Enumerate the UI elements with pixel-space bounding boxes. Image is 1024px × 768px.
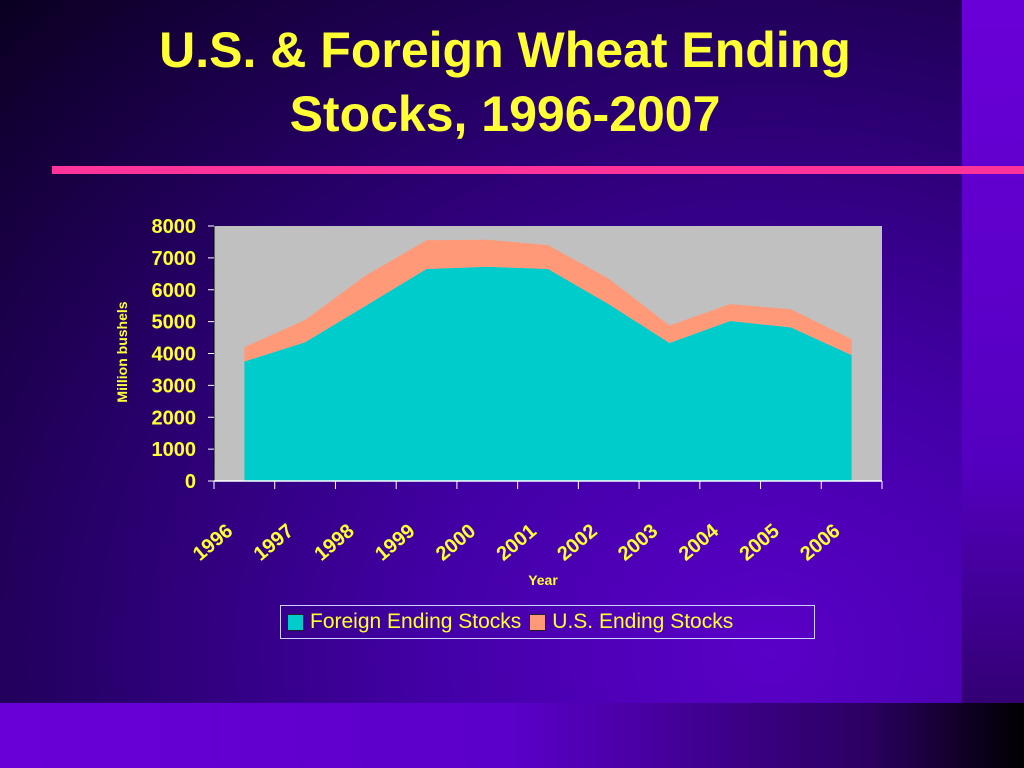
y-tick-label: 7000 [152,248,197,270]
x-tick-label: 2001 [493,520,541,565]
x-tick-label: 2006 [796,520,844,565]
legend-item-foreign: Foreign Ending Stocks [287,610,521,634]
x-tick-label: 1997 [250,520,298,565]
y-tick-label: 6000 [152,280,197,302]
y-tick-label: 3000 [152,375,197,397]
title-line-1: U.S. & Foreign Wheat Ending [159,22,851,78]
x-tick-label: 1998 [310,520,358,565]
legend-item-us: U.S. Ending Stocks [529,610,733,634]
y-tick-label: 2000 [152,407,197,429]
right-accent-bar [962,0,1024,768]
title-divider [52,166,1024,174]
area-u-s-ending-stocks [244,239,852,362]
y-tick-label: 4000 [152,344,197,366]
chart-legend: Foreign Ending Stocks U.S. Ending Stocks [280,605,815,639]
x-tick-label: 1996 [189,520,237,565]
x-tick-label: 2005 [736,520,784,565]
x-tick-label: 1999 [371,520,419,565]
bottom-accent-bar [0,703,1024,768]
legend-label-foreign: Foreign Ending Stocks [310,610,522,633]
legend-label-us: U.S. Ending Stocks [552,610,734,633]
y-tick-label: 1000 [152,439,197,461]
slide-title: U.S. & Foreign Wheat Ending Stocks, 1996… [60,18,950,146]
x-tick-label: 2003 [614,520,662,565]
y-axis-label: Million bushels [114,301,130,402]
x-tick-label: 2002 [553,520,601,565]
legend-swatch-foreign [287,613,304,631]
legend-swatch-us [529,613,547,631]
area-foreign-ending-stocks [244,266,852,481]
y-tick-label: 8000 [152,216,197,238]
y-tick-label: 0 [185,471,196,493]
y-tick-label: 5000 [152,312,197,334]
x-tick-label: 2000 [432,520,480,565]
series-areas [244,239,852,481]
title-line-2: Stocks, 1996-2007 [289,86,721,142]
x-tick-label: 2004 [675,519,724,565]
x-axis-label: Year [528,572,558,588]
